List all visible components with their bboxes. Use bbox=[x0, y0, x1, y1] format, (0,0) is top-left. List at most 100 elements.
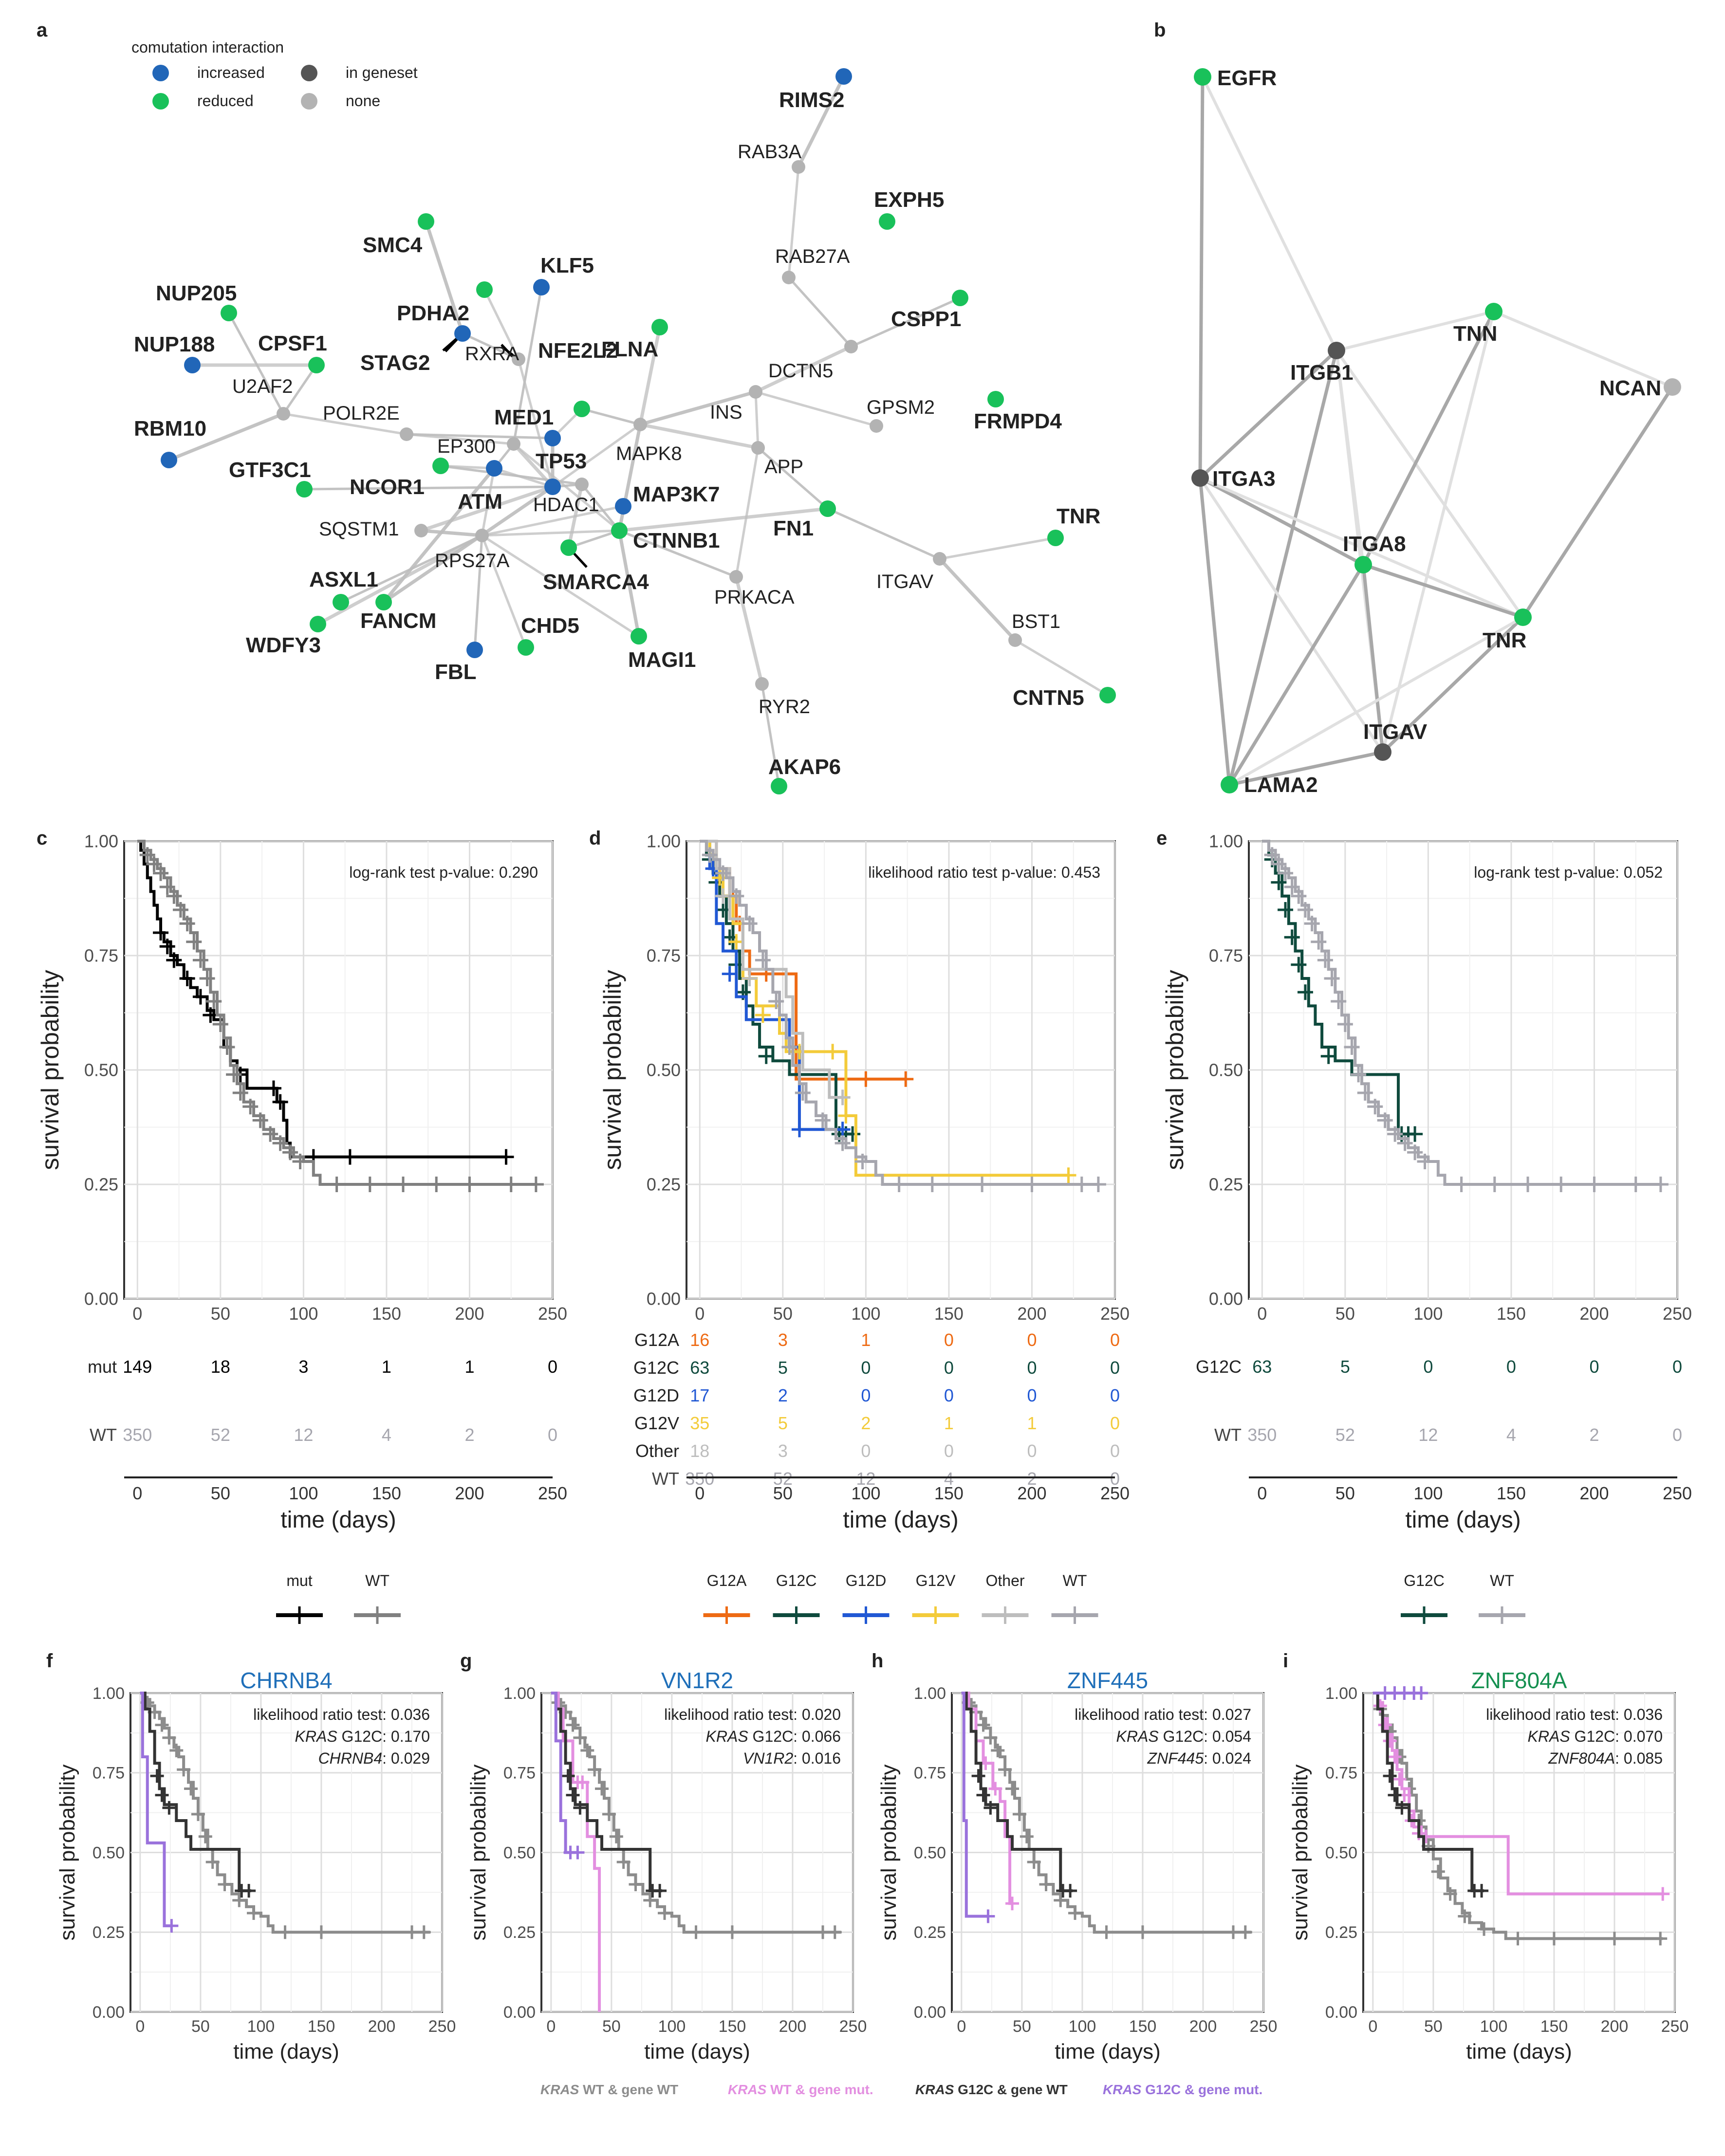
censor-mark bbox=[462, 1177, 478, 1192]
edge-ITGB1-LAMA2 bbox=[1227, 350, 1338, 785]
risk-value: 0 bbox=[1589, 1357, 1599, 1377]
risk-value: 12 bbox=[294, 1425, 313, 1445]
censor-mark bbox=[1357, 1085, 1373, 1101]
node-MAP3K7 bbox=[615, 498, 631, 515]
censor-mark bbox=[795, 1085, 811, 1101]
km-curve-WT bbox=[137, 840, 536, 1186]
censor-mark bbox=[139, 847, 155, 863]
censor-mark bbox=[998, 1763, 1012, 1777]
y-tick-label: 0.50 bbox=[93, 1843, 125, 1862]
gene-title: ZNF445 bbox=[1067, 1668, 1148, 1693]
x-tick-label: 200 bbox=[1579, 1304, 1609, 1324]
y-tick-label: 0.50 bbox=[1325, 1843, 1357, 1862]
edge-ITGAV-TNR bbox=[939, 536, 1056, 560]
censor-mark bbox=[1652, 1177, 1669, 1192]
x-tick-label: 50 bbox=[191, 2017, 210, 2036]
edge-ITGAV-BST1 bbox=[938, 557, 1017, 642]
risk-value: 0 bbox=[1110, 1385, 1120, 1405]
censor-mark bbox=[566, 1718, 580, 1732]
node-label-SMC4: SMC4 bbox=[363, 233, 423, 257]
risk-value: 0 bbox=[1027, 1330, 1037, 1350]
x-tick-label: 50 bbox=[773, 1304, 793, 1324]
censor-mark bbox=[1291, 957, 1307, 973]
x-tick-label: 100 bbox=[658, 2017, 686, 2036]
y-tick-label: 0.75 bbox=[1209, 946, 1243, 966]
censor-mark bbox=[186, 934, 202, 950]
edge-FN1-CTNNB1 bbox=[619, 507, 828, 533]
y-tick-label: 0.50 bbox=[84, 1060, 118, 1080]
gene-title: CHRNB4 bbox=[240, 1668, 332, 1693]
censor-mark bbox=[1383, 1769, 1397, 1783]
censor-mark bbox=[1020, 1829, 1034, 1843]
legend-label-reduced: reduced bbox=[197, 92, 254, 110]
node-label-ITGAV: ITGAV bbox=[1363, 720, 1428, 744]
survival-plot-g: 0.00 0.25 0.50 0.75 1.00 0 50 100 150 200 250 survi… bbox=[466, 1668, 867, 2064]
panel-label-h: h bbox=[872, 1650, 883, 1672]
bottom-legend-item: KRAS G12C & gene WT bbox=[915, 2082, 1068, 2097]
risk-value: 0 bbox=[861, 1358, 871, 1378]
censor-mark bbox=[162, 1801, 176, 1815]
risk-value: 17 bbox=[690, 1385, 709, 1405]
censor-mark bbox=[1005, 1782, 1020, 1796]
censor-mark bbox=[1431, 1864, 1445, 1879]
y-tick-label: 0.00 bbox=[914, 2003, 946, 2022]
censor-mark bbox=[976, 1718, 990, 1732]
node-DCTN5 bbox=[844, 340, 858, 353]
node-ITGAV bbox=[933, 552, 946, 566]
censor-mark bbox=[643, 1893, 657, 1907]
censor-mark bbox=[742, 916, 758, 932]
x-tick-label: 250 bbox=[538, 1304, 567, 1324]
x-tick-label: 0 bbox=[957, 2017, 966, 2036]
censor-mark bbox=[838, 1108, 854, 1124]
censor-mark bbox=[1099, 1925, 1113, 1939]
risk-x-tick: 250 bbox=[1100, 1483, 1130, 1503]
risk-value: 18 bbox=[690, 1441, 709, 1461]
gene-title: ZNF804A bbox=[1471, 1668, 1567, 1693]
censor-mark bbox=[1135, 1925, 1150, 1939]
risk-value: 1 bbox=[861, 1330, 871, 1350]
censor-mark bbox=[1388, 1750, 1402, 1764]
censor-mark bbox=[172, 902, 188, 918]
censor-mark bbox=[1324, 971, 1340, 986]
risk-x-tick: 50 bbox=[773, 1483, 793, 1503]
censor-mark bbox=[924, 1177, 940, 1192]
censor-mark bbox=[566, 1788, 580, 1802]
node-NFE2L2 bbox=[574, 401, 590, 417]
censor-mark bbox=[781, 1039, 798, 1055]
risk-value: 0 bbox=[1506, 1357, 1516, 1377]
node-NUP188 bbox=[184, 357, 201, 373]
censor-mark bbox=[1367, 1099, 1383, 1115]
risk-x-tick: 250 bbox=[538, 1483, 567, 1503]
panel-label-c: c bbox=[37, 828, 47, 849]
risk-value: 0 bbox=[1027, 1358, 1037, 1378]
x-tick-label: 250 bbox=[1661, 2017, 1689, 2036]
x-tick-label: 200 bbox=[1017, 1304, 1046, 1324]
node-label-MAGI1: MAGI1 bbox=[628, 648, 696, 672]
network-a: RIMS2 RAB3A EXPH5 RAB27A SMC4 KLF5 PDHA2 STAG2 R… bbox=[131, 38, 1116, 794]
risk-value: 0 bbox=[944, 1385, 954, 1405]
risk-value: 0 bbox=[1423, 1357, 1433, 1377]
y-tick-label: 0.25 bbox=[503, 1923, 536, 1942]
censor-mark bbox=[405, 1925, 419, 1939]
risk-value: 18 bbox=[211, 1357, 230, 1377]
y-tick-label: 0.00 bbox=[1209, 1289, 1243, 1309]
node-BST1 bbox=[1008, 633, 1022, 647]
y-tick-label: 0.00 bbox=[1325, 2003, 1357, 2022]
censor-mark bbox=[602, 1807, 616, 1821]
y-tick-label: 0.50 bbox=[503, 1843, 536, 1862]
node-APP bbox=[751, 441, 765, 455]
legend-label-G12D: G12D bbox=[846, 1572, 887, 1589]
censor-mark bbox=[595, 1782, 609, 1796]
x-tick-label: 150 bbox=[1540, 2017, 1568, 2036]
legend-label-G12A: G12A bbox=[707, 1572, 747, 1589]
censor-mark bbox=[1395, 1801, 1409, 1815]
risk-value: 1 bbox=[944, 1413, 954, 1433]
node-label-FLNA: FLNA bbox=[601, 337, 658, 361]
y-axis-label: survival probability bbox=[37, 970, 64, 1170]
x-tick-label: 0 bbox=[546, 2017, 556, 2036]
risk-value: 0 bbox=[1672, 1357, 1682, 1377]
x-tick-label: 50 bbox=[1424, 2017, 1443, 2036]
risk-value: 3 bbox=[298, 1357, 308, 1377]
edge-ITGB1-TNN bbox=[1336, 310, 1494, 352]
